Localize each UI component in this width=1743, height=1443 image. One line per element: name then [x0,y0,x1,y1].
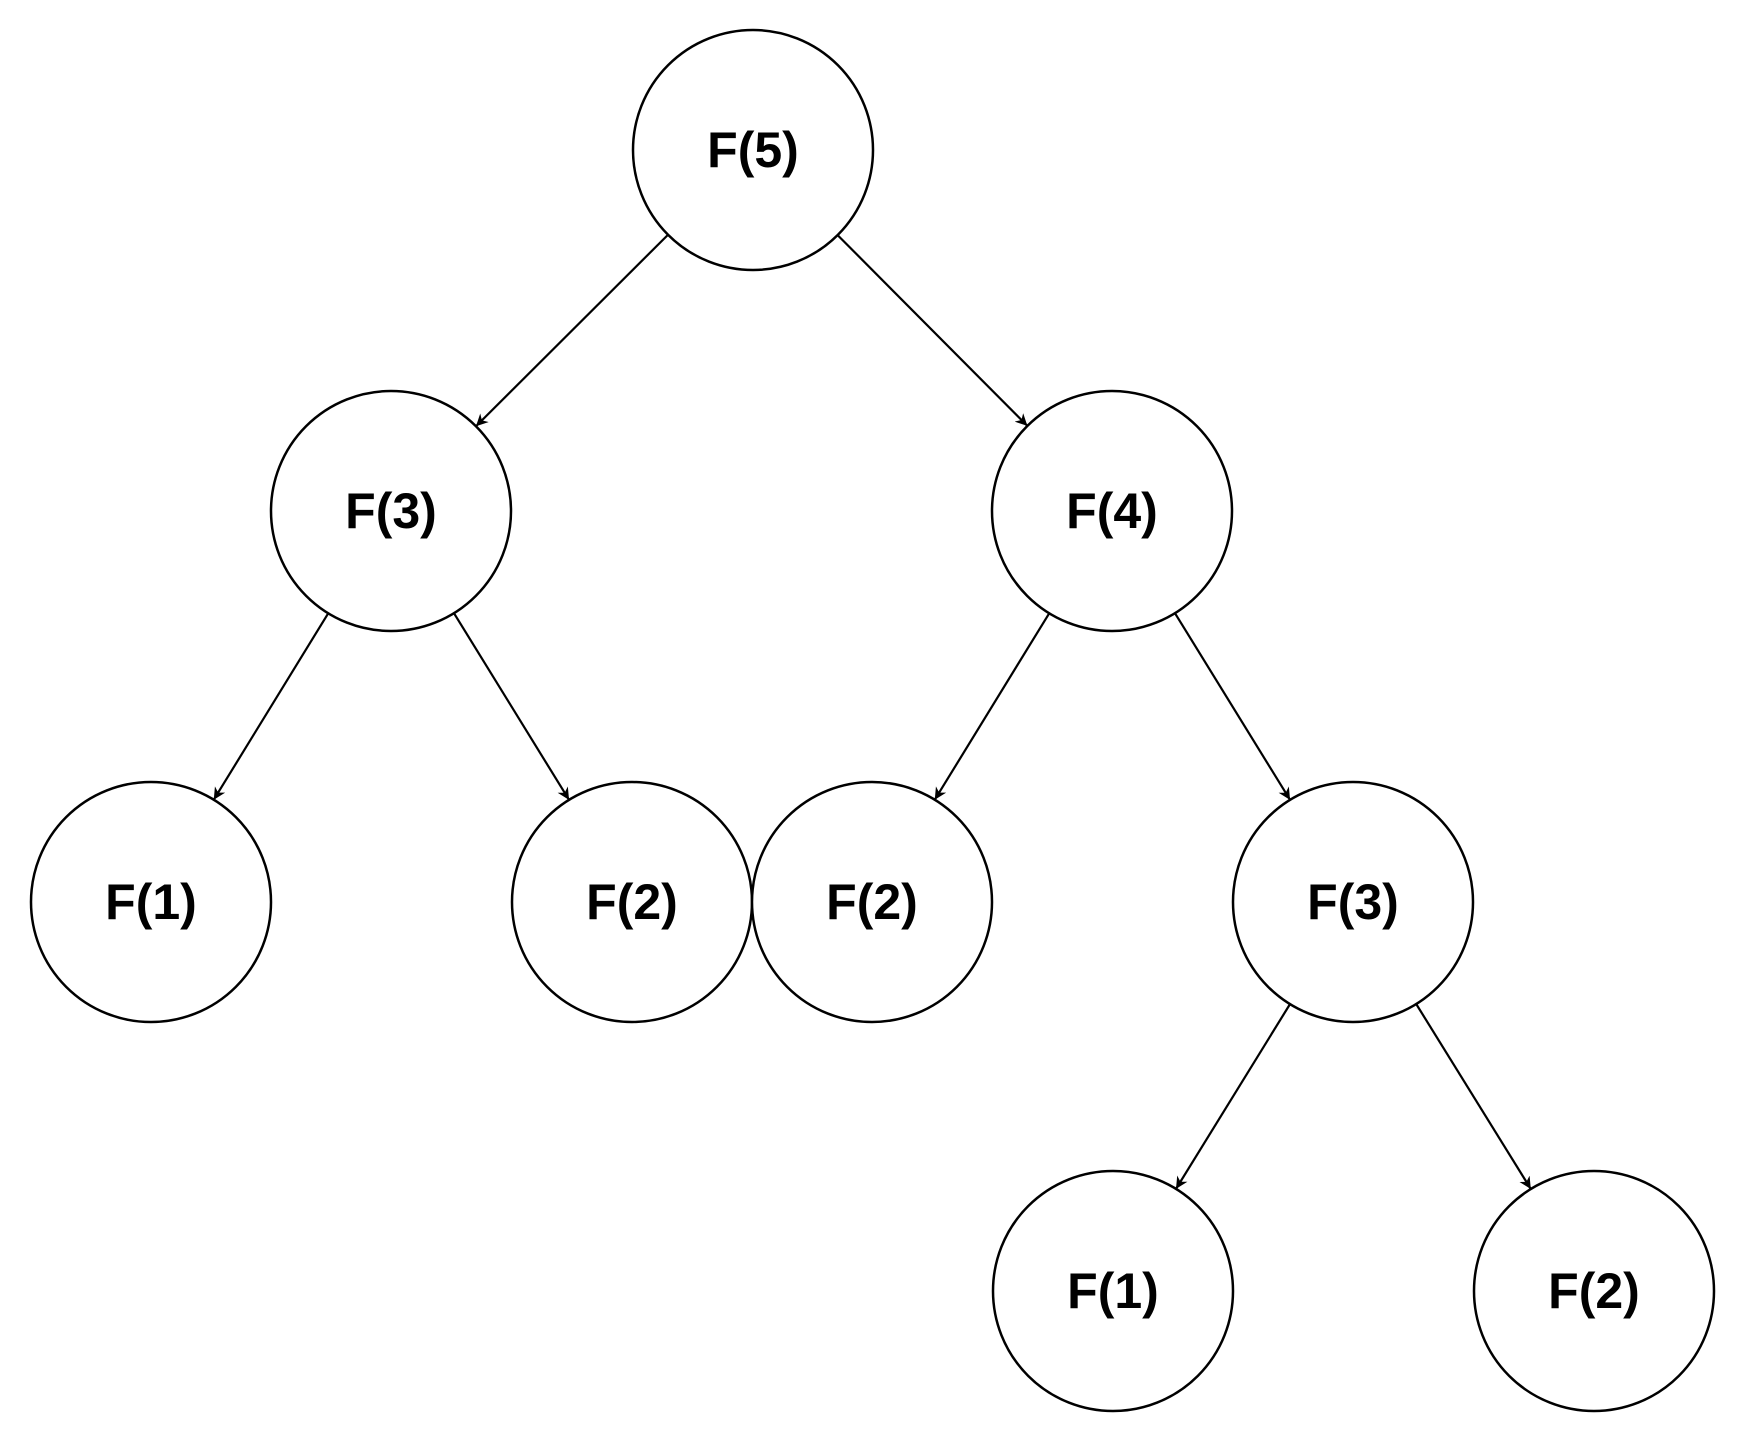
tree-node: F(5) [631,28,875,272]
node-label: F(2) [826,874,918,930]
edge-arrow-n4-to-n2b [933,612,1051,801]
edge-arrow-n3a-to-n2a [453,612,570,801]
node-circle [1231,780,1475,1024]
tree-node: F(1) [29,780,273,1024]
node-circle [269,389,513,633]
edge-arrow-n3b-to-n1b [1175,1003,1291,1190]
node-label: F(2) [586,874,678,930]
node-circle [750,780,994,1024]
node-label: F(4) [1066,483,1158,539]
edge-arrow-n4-to-n3b [1174,612,1291,801]
tree-node: F(3) [269,389,513,633]
tree-node: F(2) [750,780,994,1024]
node-label: F(5) [707,122,799,178]
node-label: F(1) [1067,1263,1159,1319]
edge-arrow-n3a-to-n1a [212,612,330,801]
node-circle [29,780,273,1024]
node-circle [991,1169,1235,1413]
tree-node: F(3) [1231,780,1475,1024]
edge-arrow-n5-to-n4 [836,234,1029,427]
tree-node: F(2) [1472,1169,1716,1413]
nodes: F(5) F(3) F(4) F(1) F(2) F(2) F(3) F(1) F(2) [29,28,1716,1413]
node-label: F(3) [1307,874,1399,930]
tree-node: F(2) [510,780,754,1024]
edge-arrow-n3b-to-n2c [1415,1003,1532,1190]
node-label: F(1) [105,874,197,930]
tree-node: F(1) [991,1169,1235,1413]
edge-arrow-n5-to-n3a [475,233,669,428]
node-circle [631,28,875,272]
node-circle [1472,1169,1716,1413]
edges [212,233,1532,1190]
node-label: F(2) [1548,1263,1640,1319]
tree-node: F(4) [990,389,1234,633]
node-circle [990,389,1234,633]
node-label: F(3) [345,483,437,539]
